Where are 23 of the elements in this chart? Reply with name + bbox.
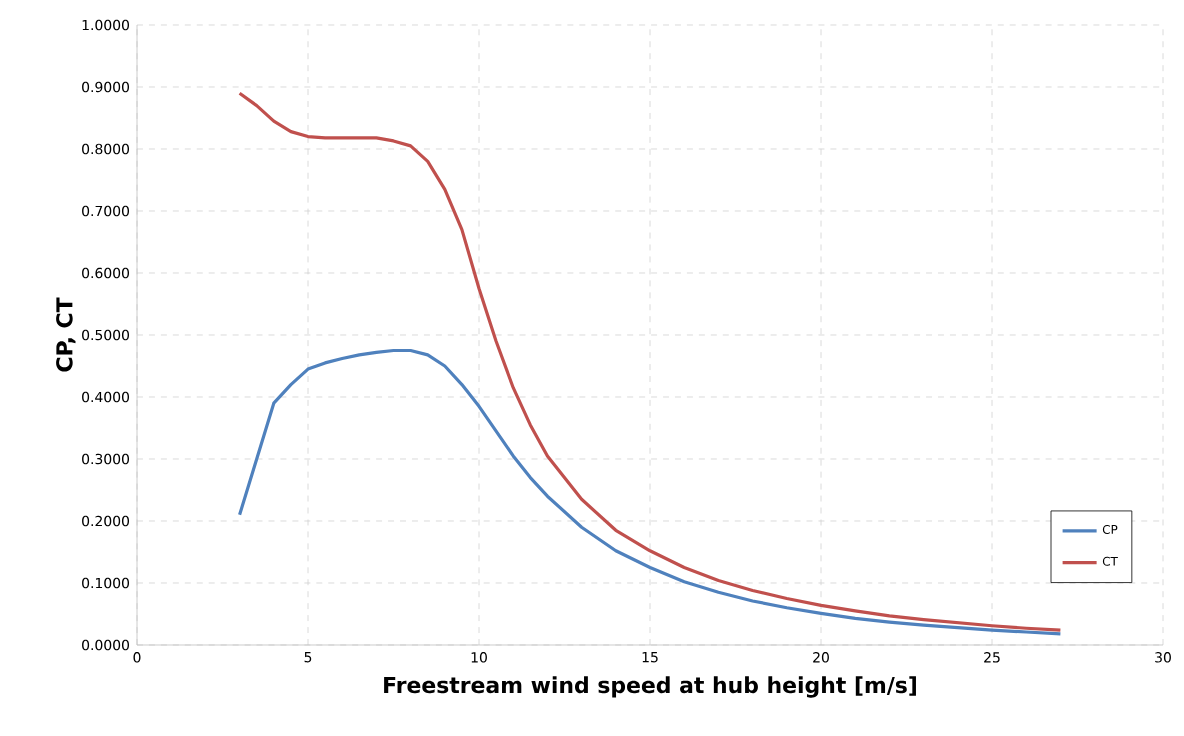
y-tick-label: 0.3000 [82,453,130,465]
line-series [238,348,1063,636]
x-tick-label: 0 [133,652,141,663]
y-tick-label: 0.5000 [82,329,130,341]
x-tick-label: 10 [471,652,487,663]
legend-label: CT [1102,556,1118,566]
x-tick-label: 25 [984,652,1000,663]
y-tick-label: 0.0000 [82,639,130,651]
x-tick-label: 30 [1155,652,1171,663]
y-tick-label: 0.9000 [82,81,130,93]
y-tick-label: 1.0000 [82,19,130,31]
y-tick-label: 0.1000 [82,577,130,589]
y-tick-label: 0.4000 [82,391,130,403]
y-tick-label: 0.7000 [82,205,130,217]
x-axis-title: Freestream wind speed at hub height [m/s] [384,676,916,698]
y-tick-label: 0.6000 [82,267,130,279]
y-tick-label: 0.2000 [82,515,130,527]
x-tick-label: 20 [813,652,829,663]
y-tick-label: 0.8000 [82,143,130,155]
x-tick-label: 5 [304,652,312,663]
y-axis-title: CP, CT [56,297,76,372]
x-tick-label: 15 [642,652,658,663]
legend-label: CP [1102,524,1118,534]
